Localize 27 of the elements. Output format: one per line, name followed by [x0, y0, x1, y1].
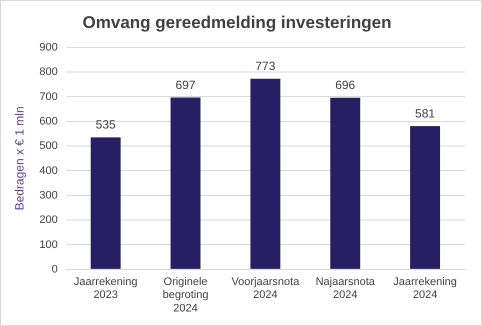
y-tick-label: 100	[39, 238, 58, 251]
bar	[90, 137, 121, 269]
data-label: 535	[96, 118, 116, 132]
y-axis-title: Bedragen x € 1 mln	[12, 106, 27, 210]
y-tick-label: 400	[39, 164, 58, 177]
x-tick-label: Jaarrekening 2023	[74, 276, 138, 302]
y-tick-label: 200	[39, 214, 58, 226]
bar	[330, 98, 360, 269]
x-tick-label: Jaarrekening 2024	[393, 276, 457, 302]
bar	[170, 97, 200, 269]
data-label: 697	[176, 78, 196, 92]
data-label: 581	[415, 106, 436, 120]
y-tick-label: 800	[39, 66, 58, 78]
data-label: 696	[335, 78, 356, 92]
data-label: 773	[255, 59, 276, 74]
bar	[250, 78, 280, 269]
y-tick-label: 500	[39, 140, 58, 152]
y-tick-label: 0	[52, 263, 58, 276]
x-tick-label: Najaarsnota 2024	[316, 276, 376, 302]
bar	[410, 126, 440, 269]
y-tick-label: 300	[39, 189, 58, 202]
chart-title: Omvang gereedmelding investeringen	[82, 12, 392, 32]
x-tick-label: Voorjaarsnota 2024	[231, 276, 300, 302]
x-tick-label: Originele begroting 2024	[162, 276, 208, 314]
y-tick-label: 700	[39, 90, 58, 103]
y-tick-label: 600	[39, 115, 58, 128]
y-tick-label: 900	[39, 41, 58, 54]
